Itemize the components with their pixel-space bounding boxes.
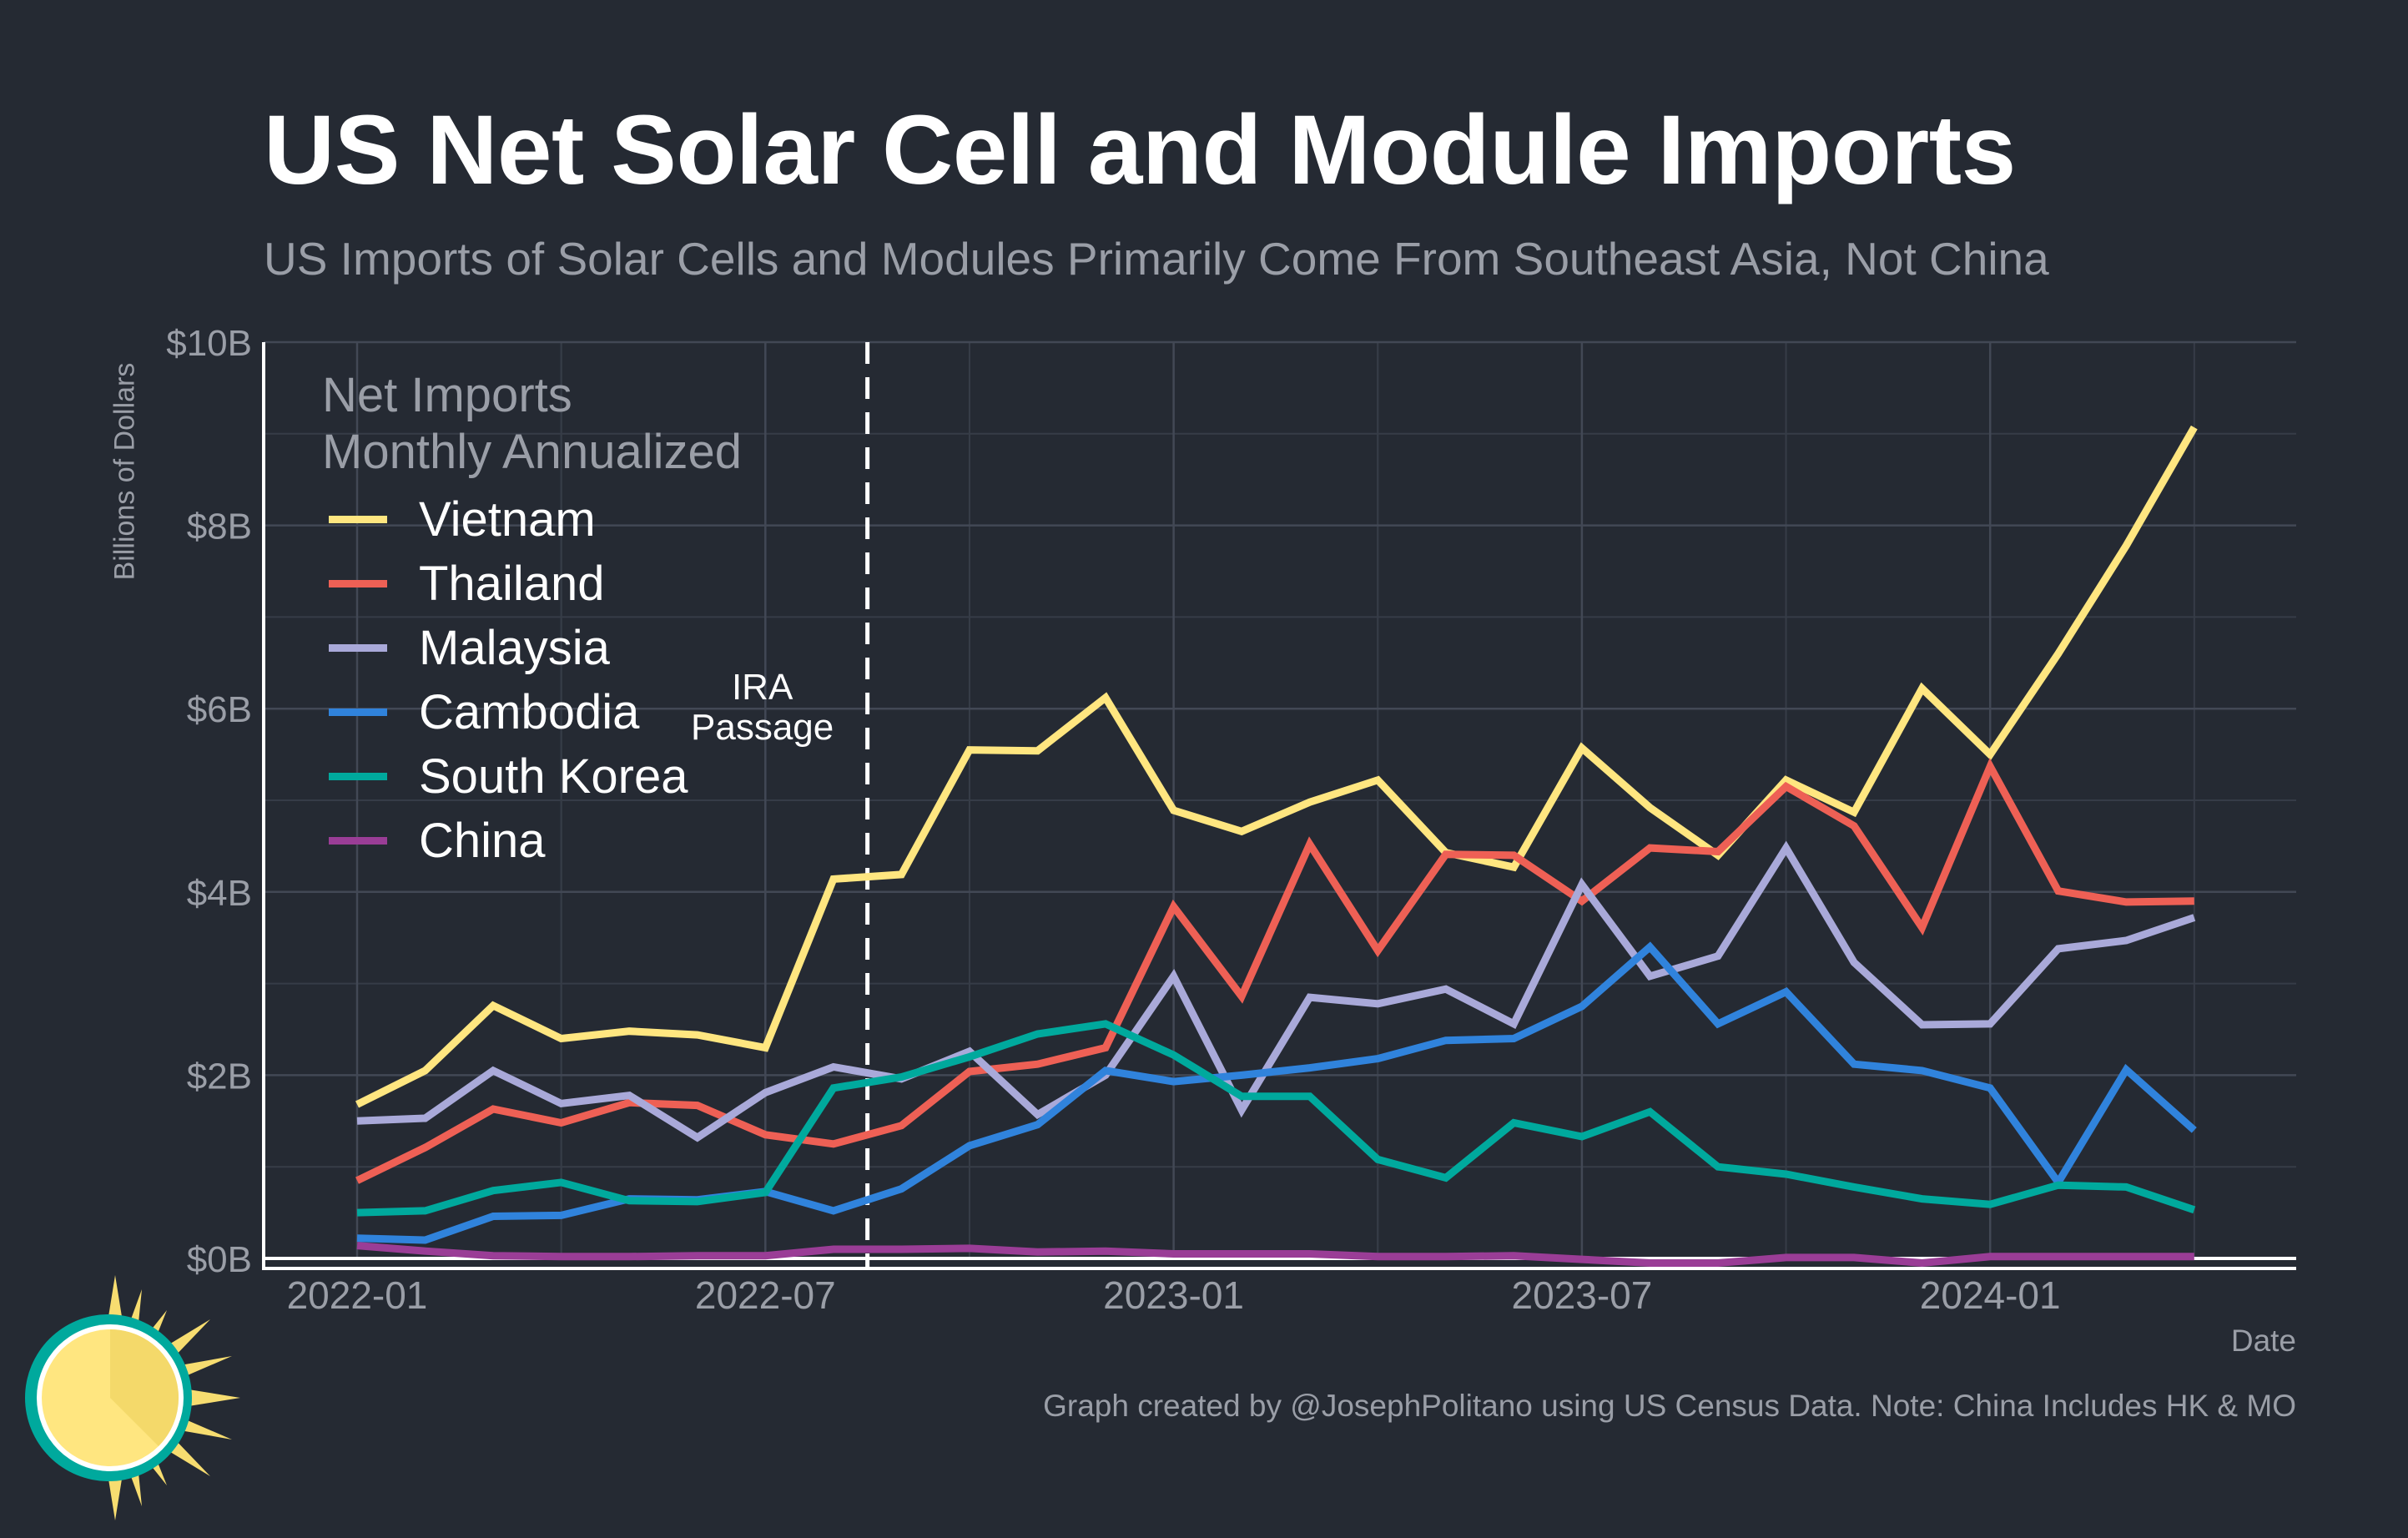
y-tick-label: $2B [187,1056,252,1097]
legend-title-line2: Monthly Annualized [322,425,742,479]
source-caption: Graph created by @JosephPolitano using U… [1043,1389,2296,1423]
legend-item-malaysia: Malaysia [322,616,742,680]
legend: Net Imports Monthly Annualized Vietnam Th… [322,367,742,873]
ira-passage-label: IRA [732,667,793,708]
y-tick-label: $10B [166,323,252,364]
legend-item-cambodia: Cambodia [322,680,742,744]
legend-swatch [329,580,387,587]
chart-title: US Net Solar Cell and Module Imports [264,95,2016,205]
ira-passage-label: Passage [691,707,834,748]
legend-label: Thailand [419,557,605,611]
legend-label: South Korea [419,749,688,804]
legend-label: Cambodia [419,685,640,739]
legend-swatch [329,644,387,652]
major-gridlines [264,340,2296,1258]
legend-item-thailand: Thailand [322,552,742,616]
legend-label: Malaysia [419,621,610,675]
legend-label: Vietnam [419,492,596,547]
x-tick-label: 2022-07 [695,1273,836,1317]
legend-swatch [329,516,387,523]
y-axis-label: Billions of Dollars [108,362,141,581]
series-line-thailand [355,758,2194,1184]
legend-title-line1: Net Imports [322,368,572,422]
series-line-malaysia [356,840,2196,1142]
series-lines [355,425,2198,1268]
series-line-china [356,1242,2194,1268]
legend-swatch [329,773,387,780]
legend-swatch [329,708,387,716]
legend-items: Vietnam Thailand Malaysia Cambodia South Kor… [322,487,742,873]
x-tick-label: 2022-01 [287,1273,428,1317]
x-tick-label: 2023-01 [1103,1273,1244,1317]
legend-item-south-korea: South Korea [322,744,742,809]
sun-logo-icon [25,1275,240,1520]
tick-labels: $0B $2B $4B $6B $8B $10B 2022-01 2022-07 2023-01… [166,323,2060,1317]
legend-label: China [419,814,546,868]
legend-swatch [329,837,387,845]
legend-item-china: China [322,809,742,873]
legend-item-vietnam: Vietnam [322,487,742,552]
chart-subtitle: US Imports of Solar Cells and Modules Pr… [264,233,2049,285]
x-axis-label: Date [2230,1324,2296,1358]
y-tick-label: $4B [187,873,252,914]
x-tick-label: 2024-01 [1920,1273,2061,1317]
y-tick-label: $0B [187,1239,252,1280]
x-tick-label: 2023-07 [1511,1273,1652,1317]
series-line-vietnam [355,425,2198,1108]
series-line-south-korea [356,1020,2196,1217]
y-tick-label: $6B [187,689,252,730]
y-tick-label: $8B [187,507,252,547]
